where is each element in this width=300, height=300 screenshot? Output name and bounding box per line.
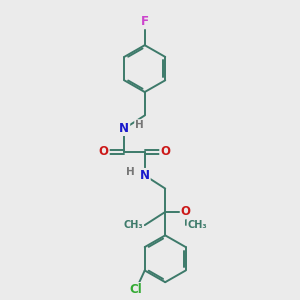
Text: O: O <box>160 146 170 158</box>
Text: N: N <box>140 169 150 182</box>
Text: Cl: Cl <box>130 283 142 296</box>
Text: O: O <box>181 206 191 218</box>
Text: CH₃: CH₃ <box>124 220 143 230</box>
Text: N: N <box>119 122 129 135</box>
Text: H: H <box>126 167 134 177</box>
Text: H: H <box>135 120 144 130</box>
Text: CH₃: CH₃ <box>187 220 207 230</box>
Text: F: F <box>141 15 149 28</box>
Text: O: O <box>99 146 109 158</box>
